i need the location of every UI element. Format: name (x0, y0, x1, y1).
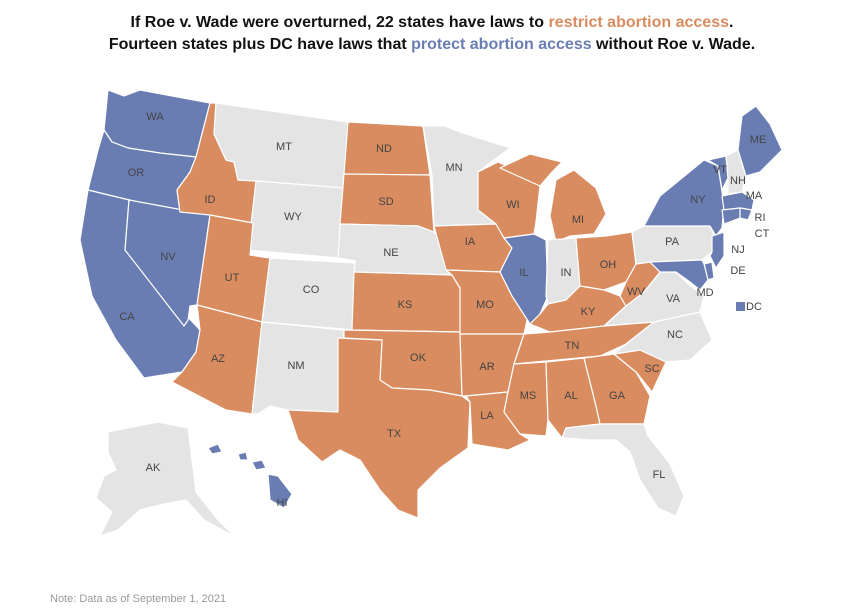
state-tx (287, 337, 471, 519)
state-label-id: ID (205, 194, 216, 206)
state-label-de: DE (730, 265, 745, 277)
state-label-wa: WA (146, 111, 164, 123)
protect-highlight: protect abortion access (411, 36, 592, 53)
state-label-nc: NC (667, 329, 683, 341)
state-label-wv: WV (627, 286, 645, 298)
state-label-ma: MA (746, 190, 763, 202)
state-label-mo: MO (476, 299, 494, 311)
state-label-az: AZ (211, 353, 225, 365)
state-label-me: ME (750, 134, 767, 146)
state-mi (499, 153, 607, 243)
state-label-sc: SC (644, 363, 659, 375)
state-label-mn: MN (445, 162, 462, 174)
title-line-1-suffix: . (729, 14, 734, 31)
state-label-hi: HI (277, 497, 288, 509)
state-label-ms: MS (520, 390, 537, 402)
state-label-ak: AK (146, 462, 161, 474)
state-label-ri: RI (755, 212, 766, 224)
state-label-al: AL (564, 390, 577, 402)
state-label-ar: AR (479, 361, 494, 373)
title-line-2-suffix: without Roe v. Wade. (591, 36, 756, 53)
state-label-tn: TN (565, 340, 580, 352)
state-label-vt: VT (713, 164, 727, 176)
state-label-oh: OH (600, 259, 617, 271)
state-label-ct: CT (755, 228, 770, 240)
state-label-wi: WI (506, 199, 519, 211)
state-label-tx: TX (387, 428, 402, 440)
state-label-mi: MI (572, 214, 584, 226)
footnote: Note: Data as of September 1, 2021 (50, 593, 227, 605)
state-fl (561, 423, 685, 517)
state-nc (613, 311, 713, 363)
state-label-nm: NM (287, 360, 304, 372)
dc-swatch (736, 302, 745, 311)
dc-legend-label: DC (746, 301, 762, 313)
state-label-or: OR (128, 167, 145, 179)
state-label-ok: OK (410, 352, 427, 364)
state-ri (739, 207, 753, 221)
state-label-nv: NV (160, 251, 176, 263)
state-label-in: IN (561, 267, 572, 279)
restrict-highlight: restrict abortion access (548, 14, 729, 31)
state-label-md: MD (696, 287, 713, 299)
state-label-ky: KY (581, 306, 596, 318)
title-line-1-prefix: If Roe v. Wade were overturned, 22 state… (130, 14, 549, 31)
state-label-nh: NH (730, 175, 746, 187)
state-md (649, 259, 709, 291)
state-label-la: LA (480, 410, 494, 422)
state-label-ks: KS (398, 299, 413, 311)
title-line-2-prefix: Fourteen states plus DC have laws that (108, 36, 412, 53)
state-label-ga: GA (609, 390, 626, 402)
state-label-ne: NE (383, 247, 398, 259)
state-label-ny: NY (690, 194, 706, 206)
dc-legend: DC (736, 301, 762, 313)
state-label-ca: CA (119, 311, 135, 323)
state-label-il: IL (519, 267, 528, 279)
state-hi (207, 443, 293, 509)
title-line-2: Fourteen states plus DC have laws that p… (0, 34, 864, 56)
state-label-ia: IA (465, 236, 476, 248)
state-label-sd: SD (378, 196, 393, 208)
state-label-wy: WY (284, 211, 302, 223)
state-label-nj: NJ (731, 244, 744, 256)
state-label-co: CO (303, 284, 320, 296)
state-label-nd: ND (376, 143, 392, 155)
state-nj (709, 231, 725, 269)
title-line-1: If Roe v. Wade were overturned, 22 state… (0, 12, 864, 34)
state-me (737, 105, 783, 177)
state-vt (707, 155, 729, 191)
state-label-ut: UT (225, 272, 240, 284)
chart-title: If Roe v. Wade were overturned, 22 state… (0, 12, 864, 56)
state-label-fl: FL (653, 469, 666, 481)
state-label-mt: MT (276, 141, 292, 153)
state-label-pa: PA (665, 236, 680, 248)
state-ak (95, 421, 235, 537)
state-label-va: VA (666, 293, 681, 305)
state-ct (721, 207, 741, 225)
